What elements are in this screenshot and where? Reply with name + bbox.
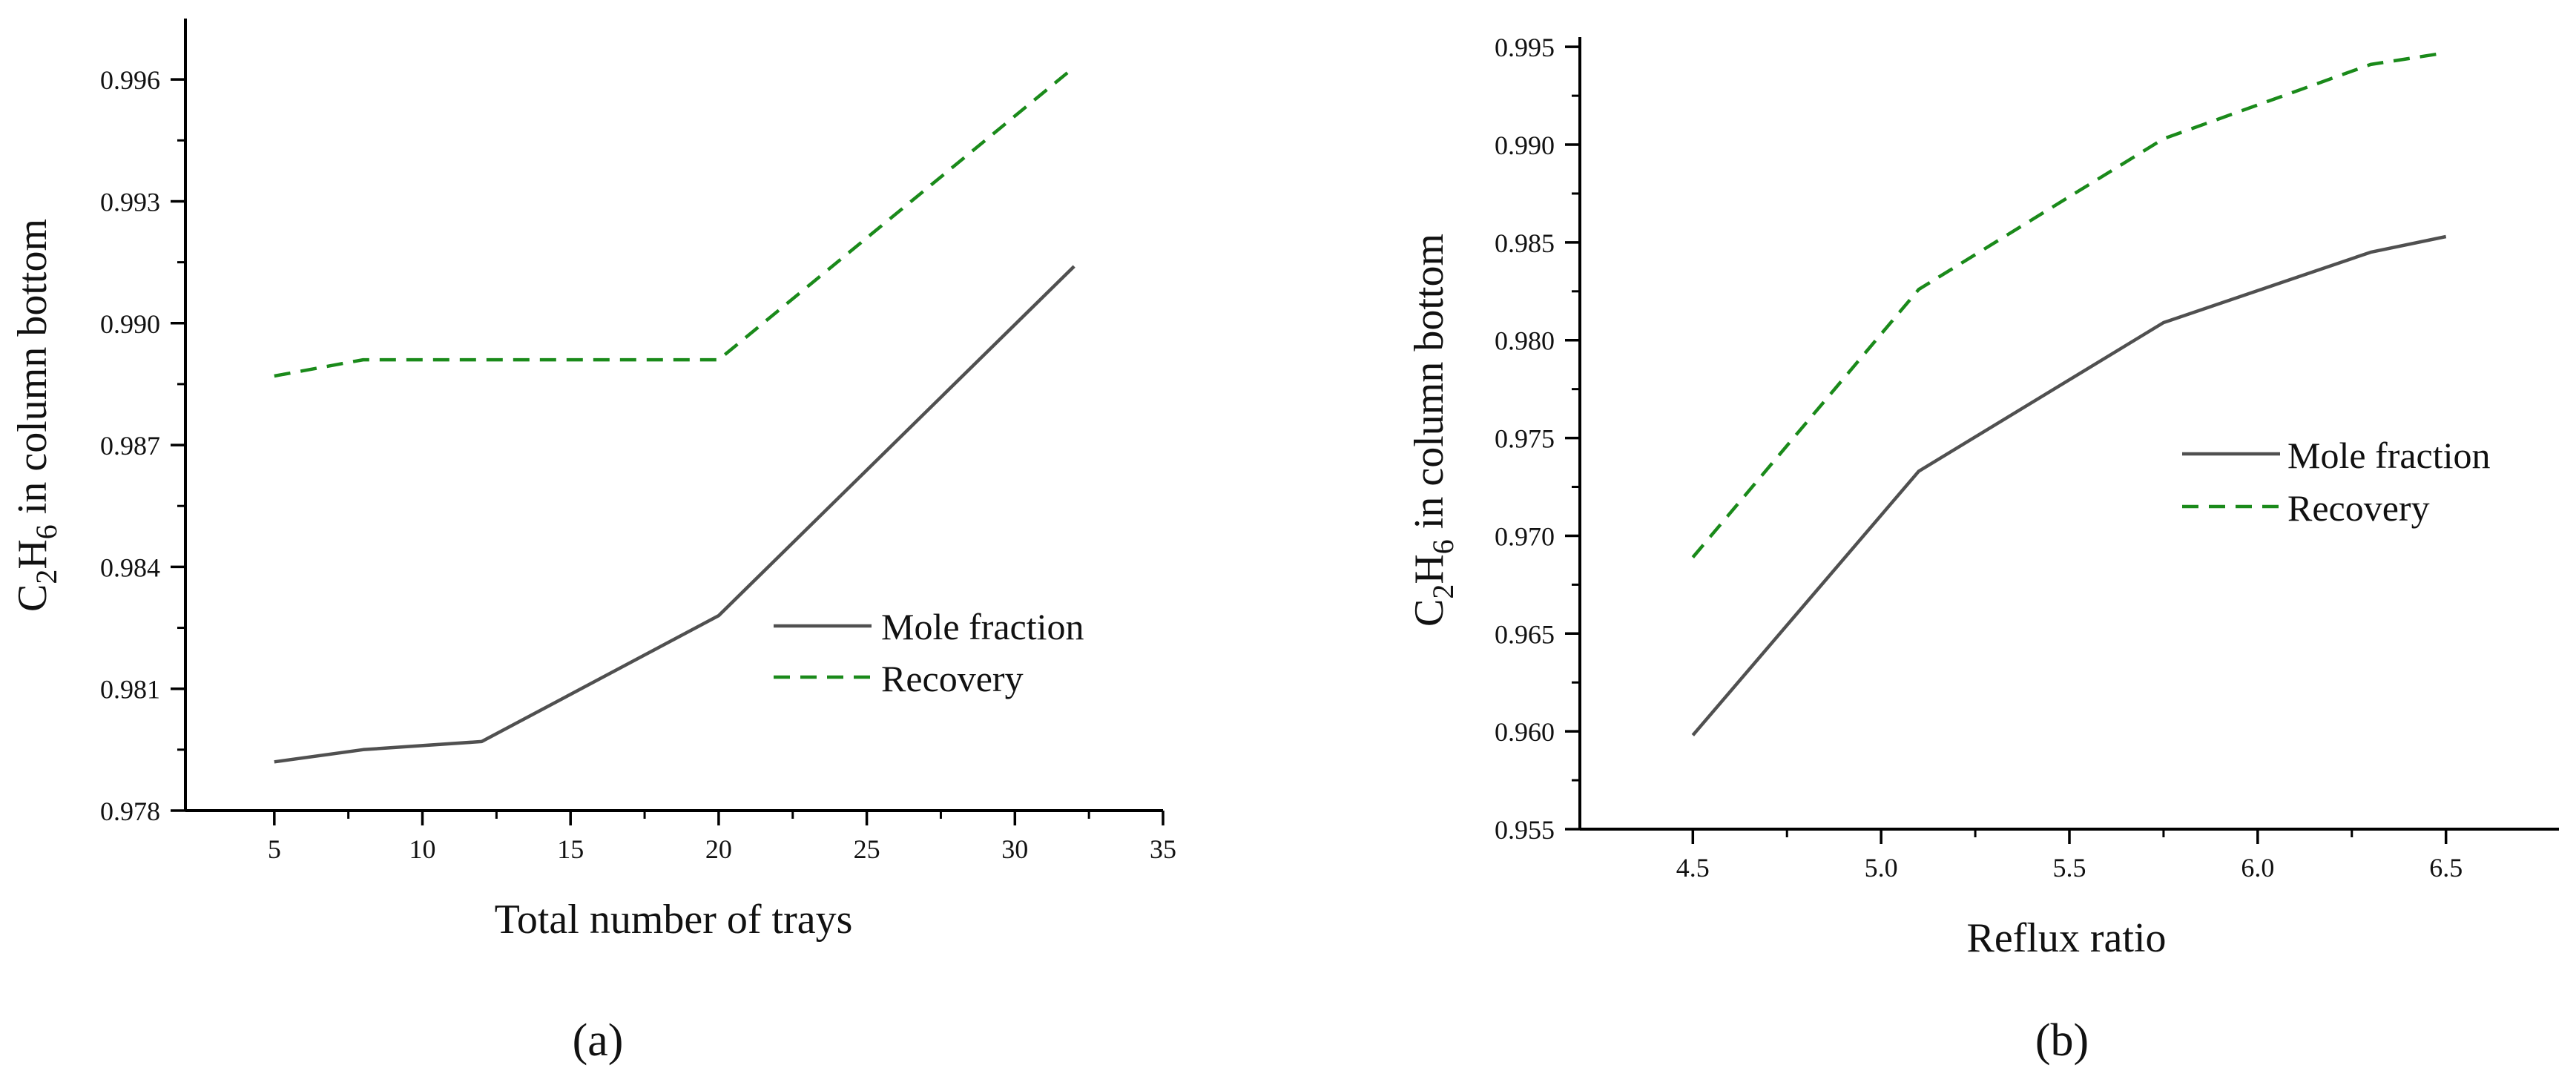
panel-a-y-tick-label: 0.978: [100, 797, 160, 826]
panel-b-x-tick-label: 6.0: [2241, 853, 2274, 883]
panel-b-y-axis-title: C2H6 in column bottom: [1406, 234, 1460, 627]
panel-b-y-tick-label: 0.985: [1495, 228, 1555, 258]
panel-a-plot: 5 10 15 20 25 30 35 0.978 0.981 0.984 0.987 0.990 0.…: [100, 19, 1176, 864]
panel-a-y-tick-label: 0.987: [100, 431, 160, 461]
panel-a-y-tick-label: 0.993: [100, 187, 160, 217]
panel-b-caption: (b): [2035, 1015, 2089, 1066]
panel-b-x-tick-label: 6.5: [2429, 853, 2463, 883]
panel-a-y-tick-label: 0.996: [100, 65, 160, 95]
panel-a-x-tick-label: 25: [854, 834, 880, 864]
panel-b-series-recovery-line: [1691, 50, 2447, 558]
panel-b-x-tick-label: 4.5: [1676, 853, 1710, 883]
panel-b-plot: 4.5 5.0 5.5 6.0 6.5 0.955 0.960 0.965 0.970 0.975…: [1495, 33, 2559, 883]
panel-b-y-tick-label: 0.955: [1495, 815, 1555, 845]
panel-a-legend-label-mole-fraction: Mole fraction: [881, 606, 1084, 647]
panel-b-y-tick-label: 0.990: [1495, 131, 1555, 160]
panel-a-y-tick-label: 0.984: [100, 553, 160, 582]
panel-a-y-tick-label: 0.990: [100, 309, 160, 339]
panel-b-series-mole-fraction-line: [1691, 234, 2447, 736]
panel-b: 4.5 5.0 5.5 6.0 6.5 0.955 0.960 0.965 0.970 0.975…: [1406, 33, 2559, 1066]
panel-b-x-axis-title: Reflux ratio: [1966, 915, 2166, 961]
panel-a-x-tick-label: 5: [268, 834, 281, 864]
panel-a-x-tick-label: 15: [557, 834, 584, 864]
panel-a-x-tick-label: 35: [1150, 834, 1176, 864]
panel-a-x-tick-label: 20: [705, 834, 732, 864]
panel-b-x-tick-label: 5.5: [2053, 853, 2086, 883]
panel-a-series-recovery-line: [274, 65, 1075, 378]
panel-b-y-tick-label: 0.975: [1495, 424, 1555, 454]
panel-a-legend-label-recovery: Recovery: [881, 658, 1024, 699]
panel-a-series-mole-fraction-line: [274, 265, 1075, 764]
panel-b-y-tick-label: 0.995: [1495, 33, 1555, 62]
panel-a: 5 10 15 20 25 30 35 0.978 0.981 0.984 0.987 0.990 0.…: [10, 19, 1176, 1066]
panel-a-legend: Mole fraction Recovery: [774, 606, 1084, 699]
panel-b-y-tick-label: 0.970: [1495, 521, 1555, 551]
panel-b-y-tick-label: 0.960: [1495, 717, 1555, 747]
panel-a-x-tick-label: 10: [409, 834, 436, 864]
panel-a-caption: (a): [573, 1015, 624, 1066]
panel-b-legend-label-mole-fraction: Mole fraction: [2287, 435, 2491, 476]
panel-a-y-axis-title: C2H6 in column bottom: [10, 219, 63, 612]
panel-b-legend-label-recovery: Recovery: [2287, 487, 2430, 529]
panel-a-x-tick-label: 30: [1001, 834, 1028, 864]
panel-b-x-tick-label: 5.0: [1865, 853, 1898, 883]
panel-b-y-tick-label: 0.965: [1495, 619, 1555, 649]
panel-a-y-tick-label: 0.981: [100, 675, 160, 705]
panel-a-x-axis-title: Total number of trays: [495, 897, 853, 943]
panel-b-legend: Mole fraction Recovery: [2182, 435, 2491, 529]
panel-b-y-tick-label: 0.980: [1495, 326, 1555, 356]
